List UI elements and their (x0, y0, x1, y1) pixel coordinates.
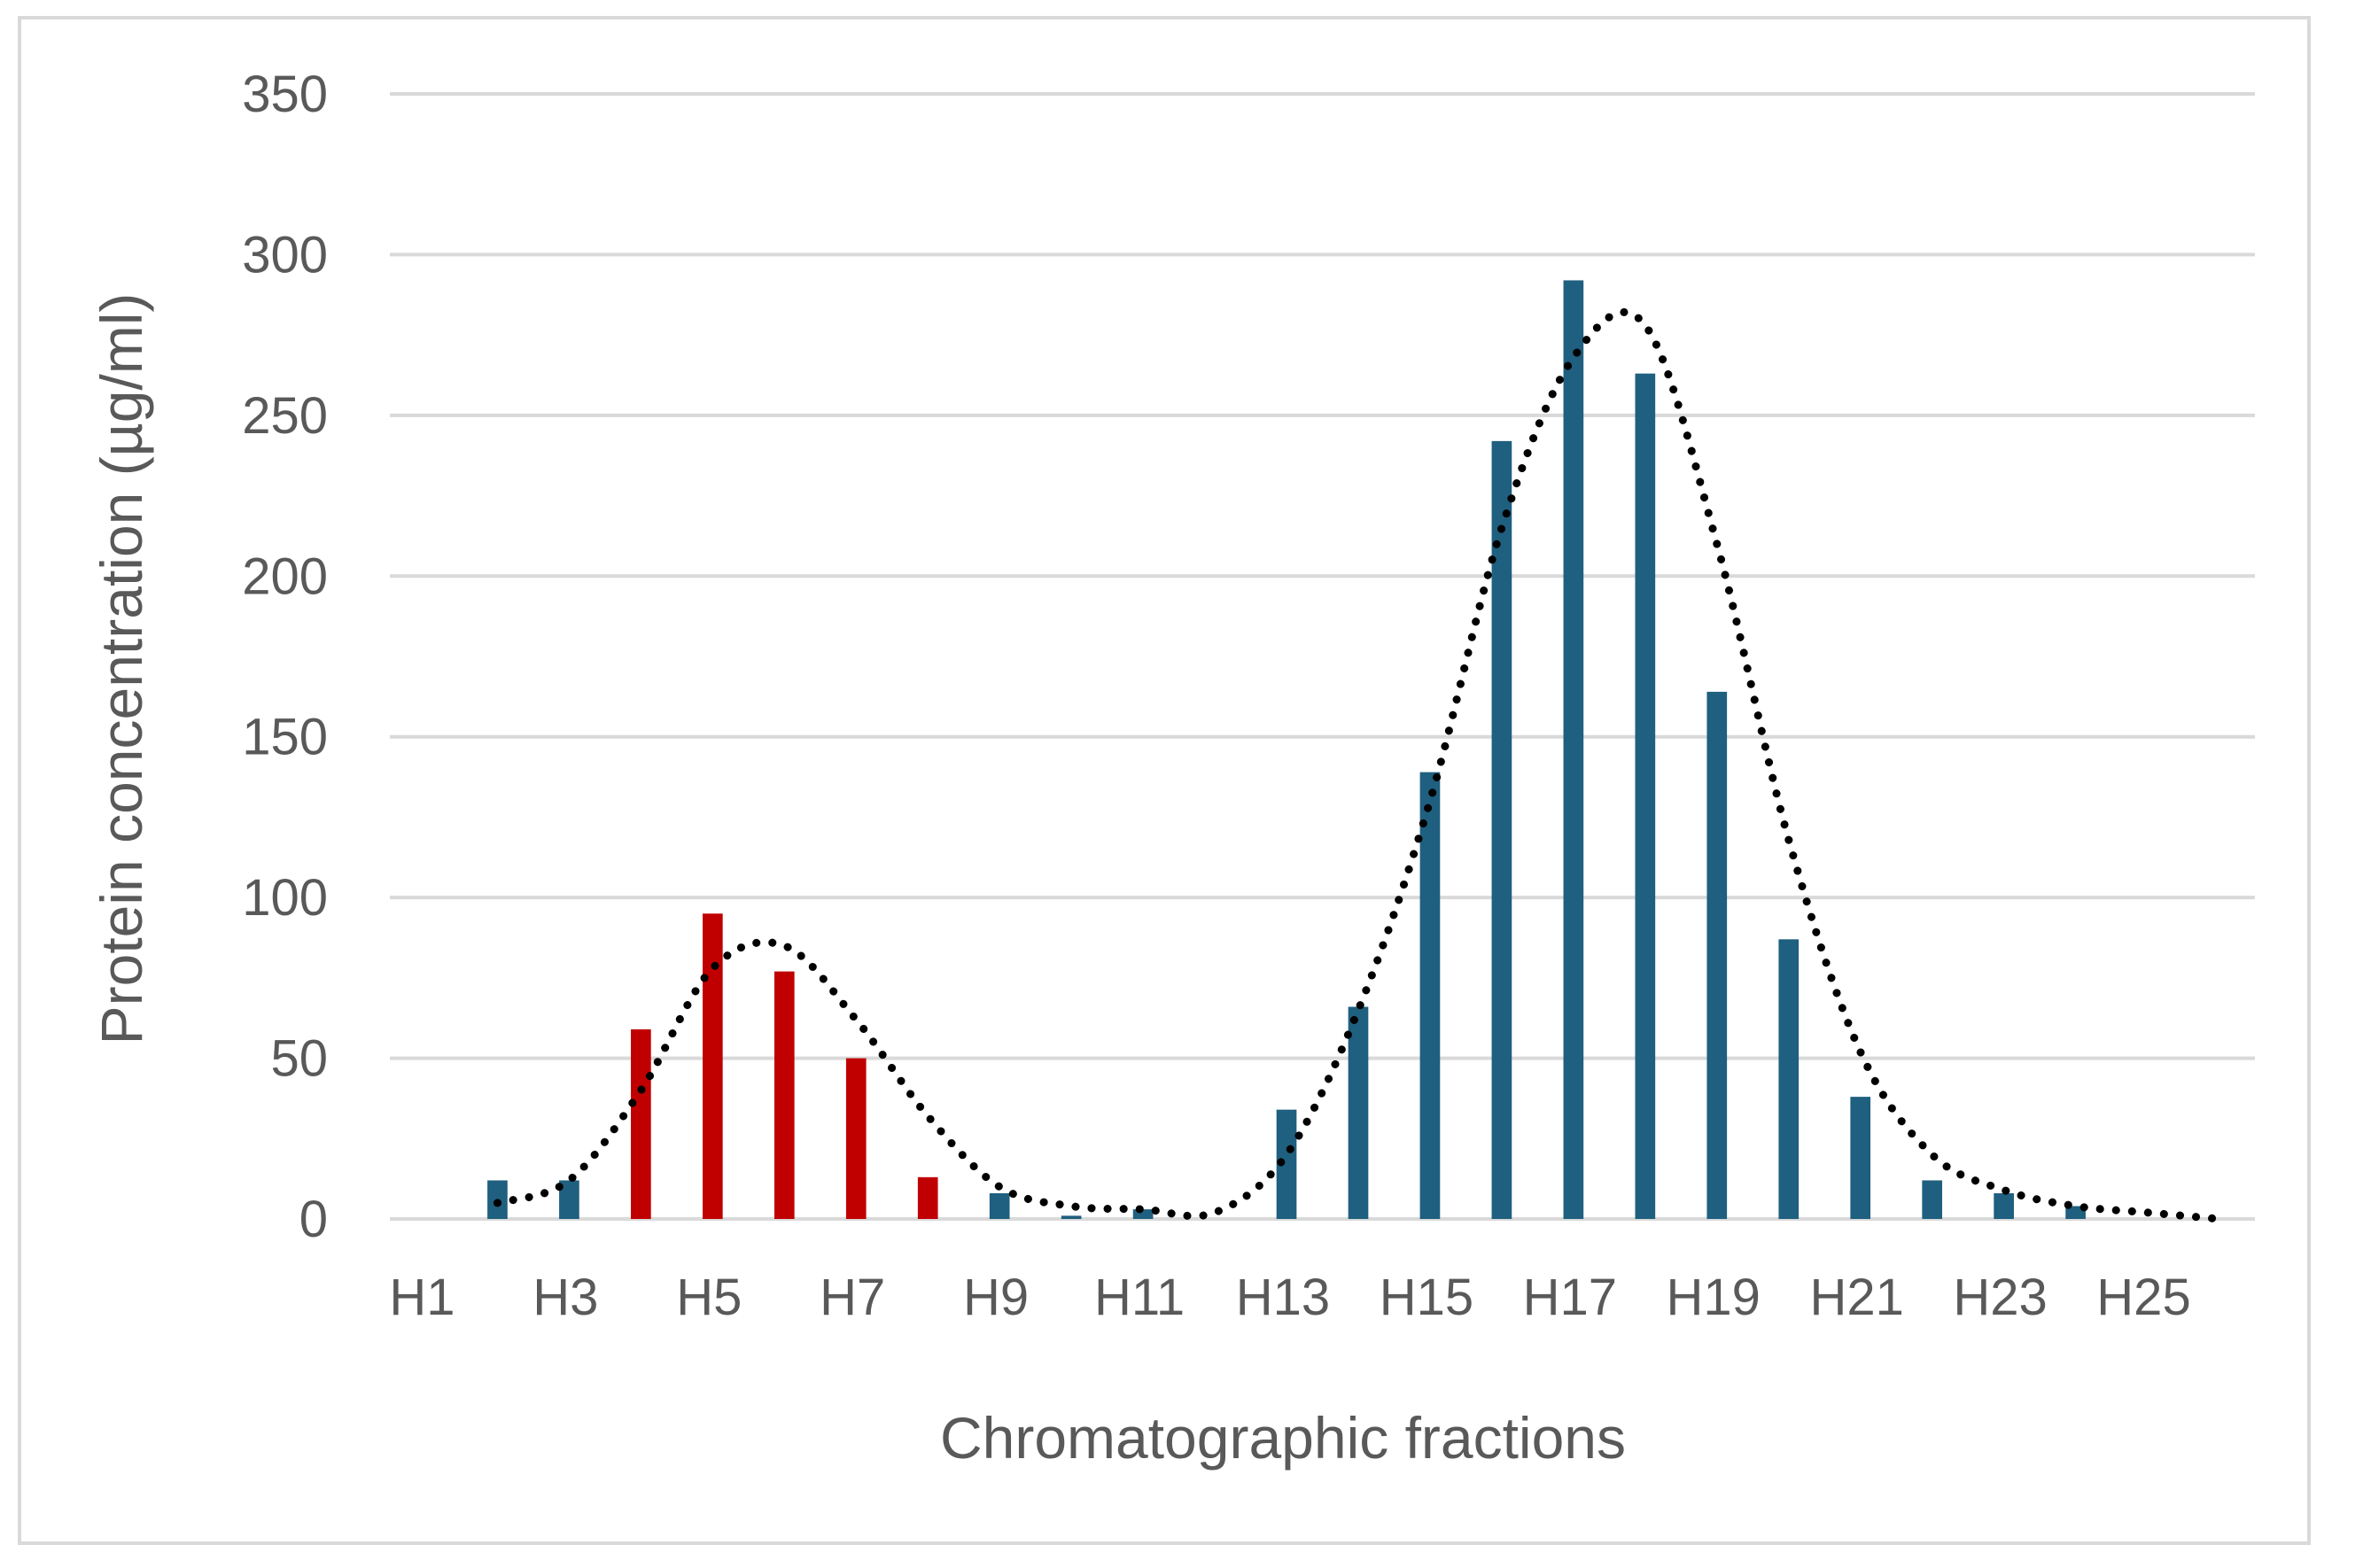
bar-h24 (2065, 1206, 2086, 1219)
x-tick-label: H23 (1953, 1269, 2047, 1326)
x-axis-title: Chromatographic fractions (940, 1405, 1626, 1471)
bar-h9 (989, 1192, 1010, 1219)
x-tick-label: H13 (1236, 1269, 1330, 1326)
bar-h14 (1348, 1006, 1369, 1219)
y-tick-label: 250 (242, 387, 328, 445)
bar-h21 (1850, 1097, 1871, 1219)
y-tick-label: 200 (242, 547, 328, 605)
x-axis-ticks: H1 H3 H5 H7 H9 H11 H13 H15 H17 H19 H21 H23 H25 (389, 1269, 2190, 1326)
bar-h5 (702, 913, 723, 1219)
bar-h4 (631, 1029, 651, 1219)
bar-h16 (1491, 440, 1512, 1219)
trendline-group (493, 308, 2224, 1223)
x-tick-label: H17 (1523, 1269, 1617, 1326)
x-tick-label: H1 (389, 1269, 455, 1326)
bar-h6 (773, 971, 795, 1219)
bar-h7 (845, 1058, 867, 1219)
bar-h8 (917, 1176, 938, 1219)
y-tick-label: 0 (299, 1191, 328, 1248)
x-tick-label: H5 (676, 1269, 742, 1326)
gridlines (390, 92, 2255, 1221)
bar-h19 (1706, 691, 1728, 1219)
bar-h11 (1132, 1209, 1154, 1219)
y-axis-title: Protein concentration (µg/ml) (89, 293, 154, 1045)
y-tick-label: 300 (242, 226, 328, 283)
y-tick-label: 50 (270, 1030, 328, 1088)
x-tick-label: H11 (1094, 1269, 1185, 1326)
x-tick-label: H3 (533, 1269, 598, 1326)
y-axis-ticks: 0 50 100 150 200 250 300 350 (242, 66, 328, 1248)
bar-h18 (1635, 373, 1656, 1220)
bars (487, 280, 2086, 1220)
bar-h13 (1276, 1109, 1297, 1219)
bar-h15 (1419, 772, 1441, 1219)
x-tick-label: H15 (1380, 1269, 1473, 1326)
y-tick-label: 100 (242, 869, 328, 927)
bar-h3 (559, 1180, 579, 1219)
x-tick-label: H25 (2096, 1269, 2190, 1326)
y-tick-label: 150 (242, 709, 328, 766)
trendline (493, 308, 2224, 1223)
x-tick-label: H7 (820, 1269, 885, 1326)
bar-h22 (1922, 1180, 1943, 1219)
x-tick-label: H21 (1809, 1269, 1903, 1326)
bar-h10 (1061, 1215, 1082, 1219)
y-tick-label: 350 (242, 66, 328, 123)
bar-h20 (1778, 939, 1800, 1219)
x-tick-label: H9 (963, 1269, 1029, 1326)
bar-h17 (1563, 280, 1584, 1219)
chart-frame (18, 16, 2311, 1545)
x-tick-label: H19 (1667, 1269, 1761, 1326)
bar-h23 (1994, 1192, 2014, 1219)
